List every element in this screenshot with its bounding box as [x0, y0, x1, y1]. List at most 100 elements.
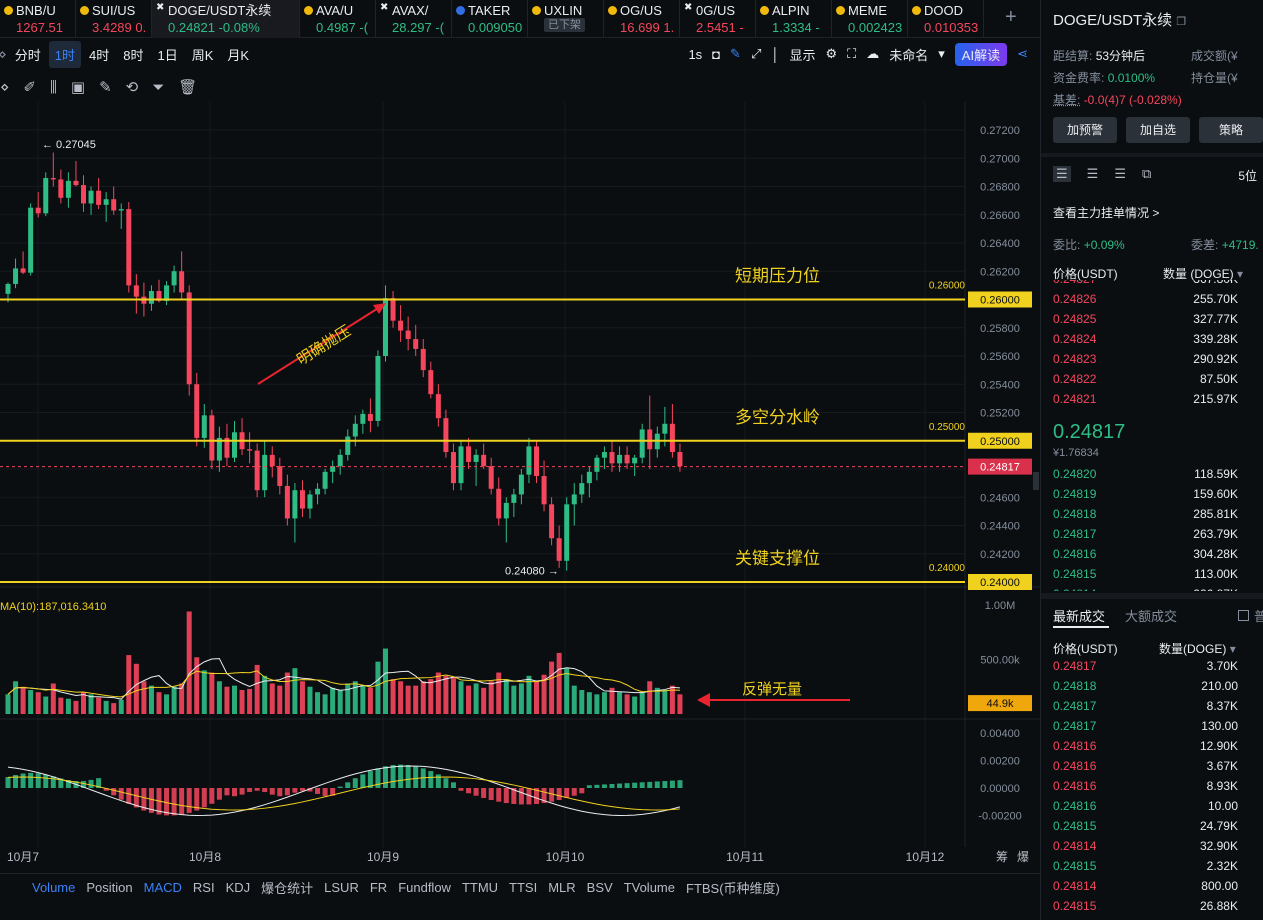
- depth-select[interactable]: 5位: [1238, 169, 1257, 183]
- indicator-11[interactable]: MLR: [548, 880, 576, 895]
- tab-symbol[interactable]: BNB/U 1267.51: [0, 0, 76, 38]
- orderbook-row[interactable]: 0.24821 215.97K: [1041, 392, 1263, 412]
- indicator-9[interactable]: TTMU: [461, 880, 499, 895]
- add-watchlist-button[interactable]: 加自选: [1126, 117, 1190, 143]
- chevron-down-icon[interactable]: ▾: [938, 46, 945, 61]
- trash-icon[interactable]: 🗑: [178, 79, 198, 96]
- indicator-8[interactable]: Fundflow: [398, 880, 451, 895]
- filter-icon[interactable]: ⏷: [152, 78, 165, 96]
- trade-qty: 800.00: [1201, 879, 1238, 893]
- orderbook-row[interactable]: 0.24814 226.87K: [1041, 587, 1263, 591]
- tab-symbol[interactable]: OG/US 16.699 1.: [604, 0, 680, 38]
- expand-icon[interactable]: ⤢: [750, 46, 762, 61]
- timeframe-0[interactable]: 分时: [14, 47, 41, 63]
- tab-symbol[interactable]: ALPIN 1.3334 -: [756, 0, 832, 38]
- copy-icon[interactable]: ❐: [1176, 16, 1187, 28]
- tab-symbol[interactable]: MEME 0.002423: [832, 0, 908, 38]
- orderbook-bids-icon[interactable]: ☰: [1086, 166, 1099, 181]
- candle-type-icon[interactable]: ⫼: [49, 78, 57, 96]
- orderbook-row[interactable]: 0.24824 339.28K: [1041, 332, 1263, 352]
- candle-body: [398, 320, 404, 331]
- strategy-button[interactable]: 策略: [1199, 117, 1263, 143]
- orderbook-row[interactable]: 0.24820 118.59K: [1041, 467, 1263, 487]
- timeframe-2[interactable]: 4时: [89, 47, 110, 63]
- indicator-5[interactable]: 爆仓统计: [261, 881, 314, 896]
- macd-histogram-bar: [13, 775, 19, 788]
- trades-qty-header[interactable]: 数量(DOGE) ▾: [1159, 642, 1236, 656]
- tab-symbol[interactable]: AVA/U 0.4987 -(: [300, 0, 376, 38]
- orderbook-pop-icon[interactable]: ⧉: [1141, 166, 1152, 181]
- big-orders-link[interactable]: 查看主力挂单情况 >: [1053, 206, 1160, 220]
- add-tab-icon[interactable]: +: [1005, 6, 1017, 28]
- indicator-0[interactable]: Volume: [32, 880, 76, 895]
- add-alert-button[interactable]: 加预警: [1053, 117, 1117, 143]
- candle-body: [420, 348, 426, 371]
- macd-histogram-bar: [171, 788, 177, 816]
- macd-histogram-bar: [617, 783, 623, 788]
- indicator-6[interactable]: LSUR: [324, 880, 359, 895]
- interval-1s[interactable]: 1s: [688, 46, 703, 62]
- orderbook-row[interactable]: 0.24818 285.81K: [1041, 507, 1263, 527]
- indicator-13[interactable]: TVolume: [623, 880, 675, 895]
- tab-symbol[interactable]: ✖ 0G/US 2.5451 -: [680, 0, 756, 38]
- timeframe-3[interactable]: 8时: [123, 47, 144, 63]
- tab-symbol[interactable]: SUI/US 3.4289 0.: [76, 0, 152, 38]
- orderbook-both-icon[interactable]: ☰: [1053, 166, 1071, 182]
- settings-icon[interactable]: ⚙: [825, 46, 838, 61]
- indicator-2[interactable]: MACD: [143, 880, 182, 895]
- tab-large-trades[interactable]: 大额成交: [1125, 609, 1178, 624]
- order-price: 0.24821: [1053, 392, 1097, 406]
- orderbook-qty-header[interactable]: 数量 (DOGE) ▾: [1163, 267, 1244, 281]
- tab-underline: [1053, 626, 1109, 628]
- layout-name[interactable]: 未命名: [889, 47, 929, 63]
- candlestick-chart[interactable]: 0.27200 0.27000 0.26800 0.26600 0.26400 0.262…: [0, 102, 1040, 872]
- fullscreen-icon[interactable]: ⛶: [847, 46, 857, 61]
- indicator-10[interactable]: TTSI: [509, 880, 538, 895]
- timeframe-6[interactable]: 月K: [227, 47, 250, 63]
- indicator-7[interactable]: FR: [369, 880, 388, 895]
- volume-bar: [171, 686, 177, 714]
- cursor-icon[interactable]: ⋄: [0, 79, 10, 96]
- open-interest-label: 持仓量(¥: [1191, 71, 1238, 85]
- tab-symbol-price: 0.002423: [848, 20, 903, 35]
- timeframe-5[interactable]: 周K: [191, 47, 214, 63]
- macd-histogram-bar: [111, 788, 117, 796]
- orderbook-row[interactable]: 0.24827 367.80K: [1041, 280, 1263, 292]
- tab-symbol[interactable]: ✖ AVAX/28.297 -(: [376, 0, 452, 38]
- calc-icon[interactable]: ▣: [70, 79, 86, 96]
- chart-area[interactable]: 0.27200 0.27000 0.26800 0.26600 0.26400 0.262…: [0, 102, 1040, 872]
- orderbook-row[interactable]: 0.24819 159.60K: [1041, 487, 1263, 507]
- orderbook-row[interactable]: 0.24825 327.77K: [1041, 312, 1263, 332]
- tab-symbol[interactable]: UXLIN 已下架: [528, 0, 604, 38]
- tab-symbol[interactable]: ✖ DOGE/USDT永续 0.24821 -0.08%: [152, 0, 300, 38]
- volume-bar: [609, 687, 615, 714]
- camera-icon[interactable]: ◘: [712, 46, 721, 62]
- display-button[interactable]: 显示: [789, 47, 816, 63]
- timeframe-1[interactable]: 1时: [48, 40, 82, 68]
- trade-price: 0.24814: [1053, 839, 1097, 853]
- draw-tool-icon[interactable]: ⋄: [0, 45, 7, 62]
- orderbook-asks-icon[interactable]: ☰: [1114, 166, 1126, 181]
- note-icon[interactable]: ✎: [99, 79, 112, 96]
- indicator-12[interactable]: BSV: [586, 880, 613, 895]
- indicator-4[interactable]: KDJ: [225, 880, 251, 895]
- share-icon[interactable]: ⋖: [1017, 46, 1028, 61]
- indicator-14[interactable]: FTBS(币种维度): [686, 881, 780, 896]
- trade-filter-checkbox[interactable]: [1238, 610, 1249, 621]
- tab-latest-trades[interactable]: 最新成交: [1053, 609, 1106, 624]
- orderbook-row[interactable]: 0.24826 255.70K: [1041, 292, 1263, 312]
- timeframe-4[interactable]: 1日: [157, 47, 178, 63]
- tab-symbol[interactable]: DOOD 0.010353: [908, 0, 984, 38]
- indicator-1[interactable]: Position: [86, 880, 133, 895]
- pencil-icon[interactable]: ✎: [730, 46, 741, 61]
- orderbook-row[interactable]: 0.24816 304.28K: [1041, 547, 1263, 567]
- orderbook-row[interactable]: 0.24815 113.00K: [1041, 567, 1263, 587]
- orderbook-row[interactable]: 0.24822 87.50K: [1041, 372, 1263, 392]
- magnet-icon[interactable]: ⟲: [125, 79, 139, 96]
- brush-icon[interactable]: ✐: [23, 79, 36, 96]
- ai-interpret-button[interactable]: AI解读: [954, 42, 1008, 66]
- tab-symbol[interactable]: TAKER 0.009050: [452, 0, 528, 38]
- indicator-3[interactable]: RSI: [192, 880, 215, 895]
- orderbook-row[interactable]: 0.24817 263.79K: [1041, 527, 1263, 547]
- orderbook-row[interactable]: 0.24823 290.92K: [1041, 352, 1263, 372]
